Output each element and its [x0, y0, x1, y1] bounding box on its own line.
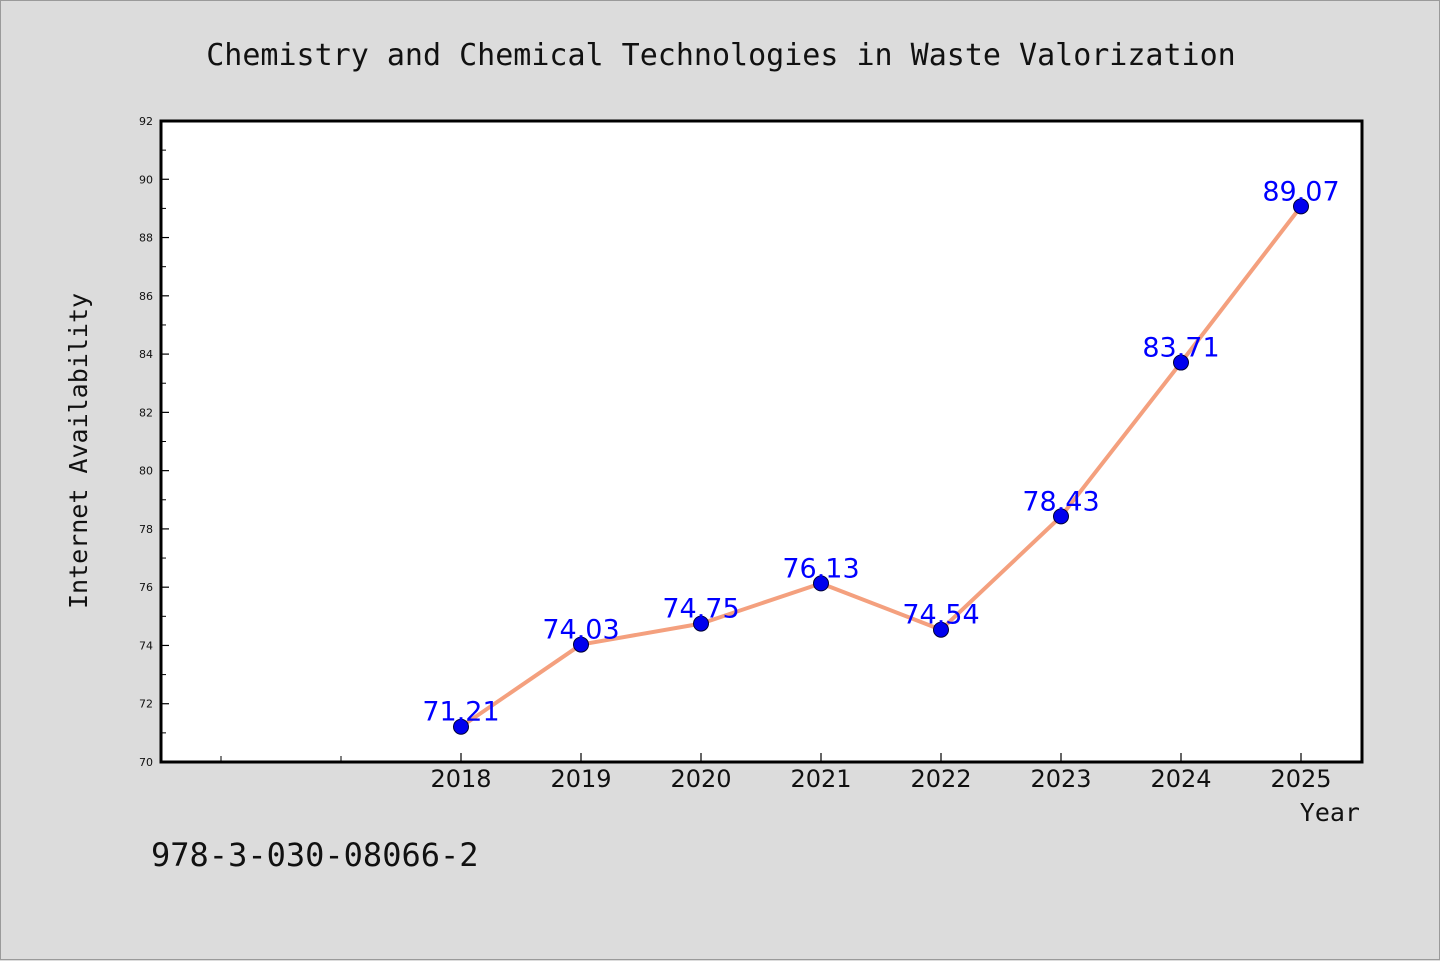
y-tick-label: 78 — [139, 523, 153, 536]
data-point — [693, 615, 709, 632]
y-tick-label: 72 — [139, 698, 153, 711]
data-labels: 71.21 74.03 74.75 76.13 74.54 78.43 83.71 89.07 — [422, 176, 1339, 727]
x-tick-label: 2018 — [430, 765, 491, 793]
data-point — [453, 718, 469, 735]
y-tick-label: 74 — [139, 639, 153, 652]
x-axis: 2018 2019 2020 2021 2022 2023 2024 2025 — [220, 753, 1332, 793]
data-point — [573, 636, 589, 653]
data-label: 89.07 — [1262, 176, 1339, 207]
y-tick-label: 70 — [139, 756, 153, 769]
y-tick-label: 82 — [139, 406, 153, 419]
x-tick-label: 2020 — [670, 765, 731, 793]
y-tick-label: 80 — [139, 465, 153, 478]
data-point — [933, 621, 949, 638]
x-tick-label: 2021 — [790, 765, 851, 793]
markers — [453, 198, 1309, 735]
y-axis: 70 72 74 76 78 80 82 84 86 88 90 92 — [139, 115, 169, 769]
data-label: 74.75 — [662, 594, 739, 625]
x-axis-label: Year — [1300, 798, 1360, 827]
y-tick-label: 76 — [139, 581, 153, 594]
x-tick-label: 2023 — [1030, 765, 1091, 793]
chart-title: Chemistry and Chemical Technologies in W… — [206, 38, 1236, 73]
data-point — [1293, 198, 1309, 215]
y-axis-label: Internet Availability — [64, 293, 93, 609]
y-tick-label: 84 — [139, 348, 153, 361]
y-tick-label: 88 — [139, 232, 153, 245]
plot-area — [159, 119, 1364, 764]
data-point — [1053, 508, 1069, 525]
isbn-text: 978-3-030-08066-2 — [151, 836, 479, 874]
y-tick-label: 90 — [139, 173, 153, 186]
data-label: 71.21 — [422, 697, 499, 728]
data-point — [1173, 354, 1189, 371]
data-label: 74.03 — [542, 615, 619, 646]
data-label: 78.43 — [1022, 486, 1099, 517]
data-label: 83.71 — [1142, 333, 1219, 364]
x-tick-label: 2025 — [1270, 765, 1331, 793]
x-tick-label: 2024 — [1150, 765, 1211, 793]
x-tick-label: 2019 — [550, 765, 611, 793]
y-tick-label: 92 — [139, 115, 153, 128]
y-tick-label: 86 — [139, 290, 153, 303]
data-point — [813, 575, 829, 592]
data-label: 76.13 — [782, 553, 859, 584]
series-line — [459, 204, 1303, 729]
data-label: 74.54 — [902, 600, 979, 631]
x-tick-label: 2022 — [910, 765, 971, 793]
